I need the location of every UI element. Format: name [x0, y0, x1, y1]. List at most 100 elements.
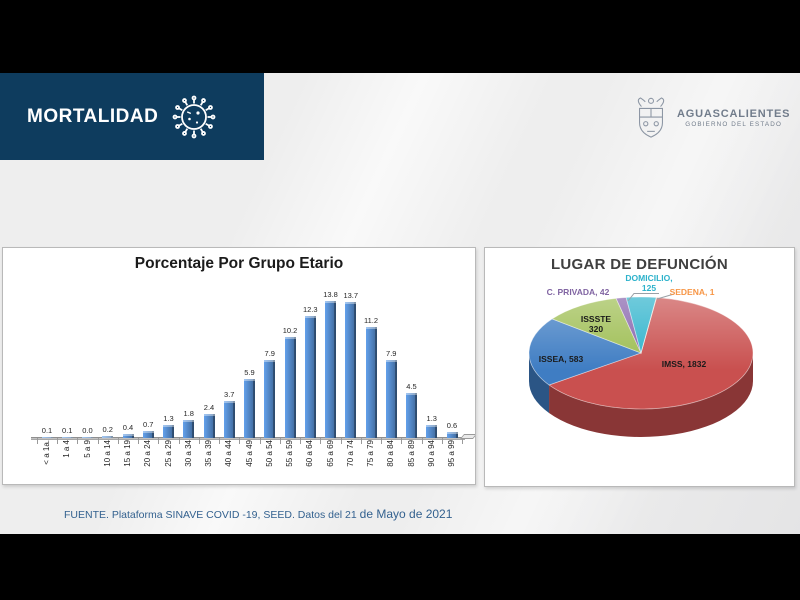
bar-value-label: 0.4: [122, 423, 134, 433]
bar-chart: 0.1 < a 1a. 0.1 1 a 4 0.0 5 a 9 0.2 10 a 14 0.4 1…: [3, 248, 475, 484]
bar-category-label: 70 a 74: [345, 440, 355, 467]
pie-slice-side: [549, 353, 753, 438]
bar-value-label: 1.8: [183, 409, 194, 419]
bar: [304, 315, 316, 438]
logo-subtitle: GOBIERNO DEL ESTADO: [685, 121, 782, 128]
bar-value-label: 3.7: [224, 390, 235, 400]
bar: [385, 359, 397, 438]
bar-value-label: 0.1: [41, 426, 53, 435]
logo-text: AGUASCALIENTES GOBIERNO DEL ESTADO: [677, 108, 790, 128]
x-axis-tick: [36, 438, 38, 444]
pie-label-c-privada: C. PRIVADA, 42: [546, 287, 610, 297]
pie-slice-side: [529, 353, 550, 413]
bar-category-label: 85 a 89: [406, 440, 416, 467]
x-axis-tick: [259, 438, 261, 444]
bar-value-label: 0.7: [143, 420, 154, 430]
logo-state-name: AGUASCALIENTES: [677, 108, 791, 120]
pie-label-imss: IMSS, 1832: [661, 359, 707, 369]
bar-category-label: 65 a 69: [325, 440, 335, 467]
bar-category-label: 55 a 59: [285, 440, 294, 467]
bar-category-label: 90 a 94: [426, 440, 436, 467]
bar-value-label: 0.6: [446, 421, 458, 431]
bar: [102, 436, 114, 438]
state-logo: AGUASCALIENTES GOBIERNO DEL ESTADO: [630, 94, 790, 142]
bar-value-label: 7.9: [386, 348, 397, 358]
bar-category-label: 1 a 4: [62, 440, 72, 458]
leader-line: [627, 293, 659, 302]
bar-value-label: 12.3: [302, 304, 318, 314]
bar-value-label: 2.4: [203, 403, 215, 413]
bar: [365, 326, 377, 438]
bar-category-label: 15 a 19: [123, 440, 132, 467]
x-axis-tick: [340, 438, 342, 444]
x-axis-tick: [462, 438, 464, 444]
bar: [61, 437, 73, 438]
bar-value-label: 0.1: [62, 426, 73, 435]
bar: [203, 414, 215, 438]
bar: [426, 425, 438, 438]
bar-category-label: 25 a 29: [163, 440, 173, 467]
x-axis-tick: [381, 438, 383, 444]
bar-category-label: 45 a 49: [244, 440, 254, 467]
leader-line: [656, 293, 675, 300]
bar-chart-title: Porcentaje Por Grupo Etario: [134, 255, 344, 272]
bar-category-label: < a 1a.: [42, 440, 51, 465]
bar-value-label: 0.0: [82, 426, 93, 435]
bar: [284, 336, 296, 438]
pie-chart: IMSS, 1832 ISSEA, 583 ISSSTE 320 C. PRIVADA…: [485, 248, 794, 486]
x-axis-tick: [219, 438, 221, 444]
x-axis-tick: [198, 438, 200, 444]
pie-chart-title: LUGAR DE DEFUNCIÓN: [550, 256, 729, 273]
pie-label-issea: ISSEA, 583: [538, 354, 584, 364]
bar-value-label: 13.7: [343, 290, 359, 300]
bar-value-label: 13.8: [323, 289, 338, 299]
bar-category-label: 60 a 64: [305, 440, 315, 467]
bar-value-label: 11.2: [363, 315, 379, 325]
bar-category-label: 75 a 79: [366, 440, 375, 467]
source-note: FUENTE. Plataforma SINAVE COVID -19, SEE…: [64, 505, 452, 523]
pie-label-domicilio: DOMICILIO, 125: [625, 273, 673, 293]
bar-category-label: 35 a 39: [204, 440, 213, 467]
bar-category-label: 30 a 34: [183, 440, 193, 467]
bar: [82, 437, 93, 438]
bar: [183, 420, 195, 438]
x-axis-tick: [360, 438, 362, 444]
x-axis-tick: [77, 438, 79, 444]
letterbox-top: [0, 0, 800, 73]
x-axis-tick: [138, 438, 140, 444]
bar-category-label: 40 a 44: [224, 440, 234, 467]
bar: [223, 401, 235, 438]
bar-category-label: 20 a 24: [143, 440, 153, 467]
letterbox-bottom: [0, 534, 800, 600]
bar-category-label: 95 a 99: [447, 440, 456, 467]
pie-gloss: [529, 297, 753, 409]
pie-svg: [528, 293, 754, 438]
x-axis-tick: [97, 438, 99, 444]
bar: [163, 425, 174, 438]
x-axis-tick: [239, 438, 241, 444]
x-axis-tick: [57, 438, 59, 444]
pie-label-sedena: SEDENA, 1: [669, 287, 715, 297]
pie-label-issste: ISSSTE 320: [580, 314, 612, 334]
x-axis-tick: [158, 438, 160, 444]
bar-value-label: 5.9: [244, 368, 255, 378]
bar-category-label: 5 a 9: [82, 440, 92, 458]
bar-category-label: 50 a 54: [264, 440, 274, 467]
x-axis-tick: [401, 438, 403, 444]
x-axis-tick: [178, 438, 180, 444]
virus-icon: [172, 95, 216, 138]
bar-value-label: 1.3: [163, 414, 174, 424]
bar: [122, 434, 134, 438]
bar-category-label: 80 a 84: [386, 440, 396, 467]
bar-value-label: 10.2: [282, 325, 298, 335]
x-axis-tick: [279, 438, 281, 444]
x-axis-tick: [421, 438, 423, 444]
bar-value-label: 1.3: [426, 414, 437, 424]
x-axis-tick: [320, 438, 322, 444]
x-axis-tick: [117, 438, 119, 444]
bar: [244, 379, 255, 438]
bar: [446, 432, 458, 438]
bar: [325, 300, 336, 438]
bar-chart-panel: Porcentaje Por Grupo Etario 0.1 < a 1a. 0.…: [2, 247, 476, 485]
